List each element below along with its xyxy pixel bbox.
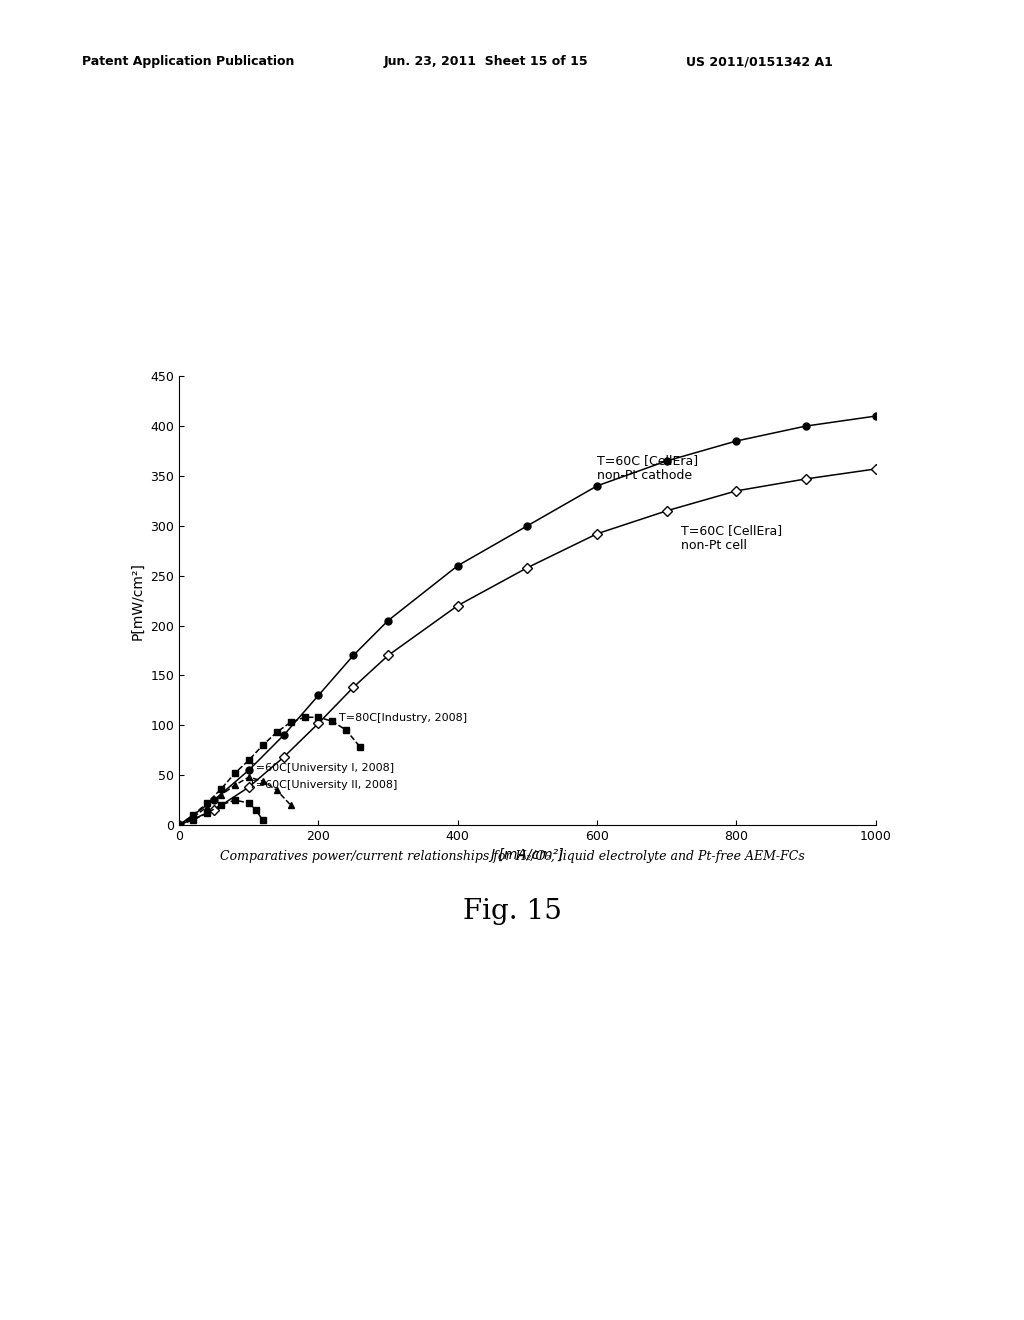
- Y-axis label: P[mW/cm²]: P[mW/cm²]: [131, 562, 145, 639]
- Text: T=60C[University I, 2008]: T=60C[University I, 2008]: [249, 763, 394, 774]
- Text: Patent Application Publication: Patent Application Publication: [82, 55, 294, 69]
- Text: T=60C [CellEra]
non-Pt cell: T=60C [CellEra] non-Pt cell: [681, 524, 781, 552]
- Text: Comparatives power/current relationships for H₂/O₂, liquid electrolyte and Pt-fr: Comparatives power/current relationships…: [219, 850, 805, 863]
- Text: T=80C[Industry, 2008]: T=80C[Industry, 2008]: [339, 713, 468, 723]
- Text: Fig. 15: Fig. 15: [463, 898, 561, 924]
- Text: US 2011/0151342 A1: US 2011/0151342 A1: [686, 55, 833, 69]
- Text: T=60C[University II, 2008]: T=60C[University II, 2008]: [249, 780, 397, 791]
- X-axis label: J [mA/cm²]: J [mA/cm²]: [490, 849, 564, 862]
- Text: T=60C [CellEra]
non-Pt cathode: T=60C [CellEra] non-Pt cathode: [597, 454, 698, 482]
- Text: Jun. 23, 2011  Sheet 15 of 15: Jun. 23, 2011 Sheet 15 of 15: [384, 55, 589, 69]
